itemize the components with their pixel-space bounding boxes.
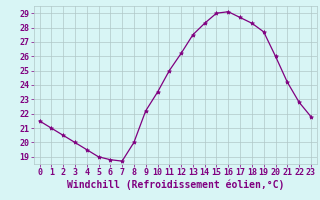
X-axis label: Windchill (Refroidissement éolien,°C): Windchill (Refroidissement éolien,°C) — [67, 180, 284, 190]
